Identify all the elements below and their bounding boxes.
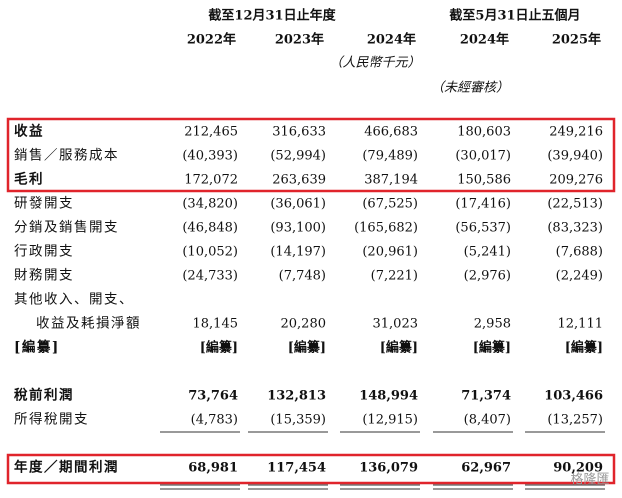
cell-value: 90,209 — [553, 461, 603, 476]
cell-value: 263,639 — [272, 173, 326, 188]
cell-value: (83,323) — [547, 221, 603, 236]
cell-value: (13,257) — [547, 413, 603, 428]
year-header: 2024年 — [460, 32, 509, 48]
cell-value: (34,820) — [182, 197, 238, 212]
cell-value: (8,407) — [464, 413, 511, 428]
year-header: 2024年 — [367, 32, 416, 48]
highlight-box — [6, 453, 616, 485]
cell-value: (56,537) — [455, 221, 511, 236]
row-label: 收益及耗損淨額 — [36, 316, 141, 332]
highlight-box — [6, 117, 616, 193]
cell-value: (22,513) — [547, 197, 603, 212]
cell-value: 31,023 — [373, 317, 419, 332]
cell-value: 172,072 — [184, 173, 238, 188]
cell-value: (17,416) — [455, 197, 511, 212]
cell-value: (67,525) — [362, 197, 418, 212]
cell-value: 150,586 — [457, 173, 511, 188]
row-label: [編纂] — [14, 339, 60, 356]
row-label: 其他收入、開支、 — [14, 292, 134, 308]
cell-value: (2,249) — [556, 269, 603, 284]
cell-value: 132,813 — [267, 389, 326, 404]
cell-value: (20,961) — [362, 245, 418, 260]
cell-value: 316,633 — [272, 125, 326, 140]
cell-value: (10,052) — [182, 245, 238, 260]
cell-value: 180,603 — [457, 125, 511, 140]
year-header: 2023年 — [275, 32, 324, 48]
cell-value: 2,958 — [474, 317, 511, 332]
cell-value: (52,994) — [270, 149, 326, 164]
cell-value: 73,764 — [188, 389, 238, 404]
cell-value: (5,241) — [464, 245, 511, 260]
cell-value: 12,111 — [558, 317, 604, 332]
row-label: 毛利 — [14, 171, 44, 188]
cell-value: 20,280 — [281, 317, 327, 332]
row-label: 財務開支 — [14, 268, 74, 284]
cell-value: (4,783) — [191, 413, 238, 428]
cell-value: (7,688) — [556, 245, 603, 260]
row-label: 分銷及銷售開支 — [14, 220, 119, 236]
cell-value: 249,216 — [549, 125, 603, 140]
cell-value: 103,466 — [544, 389, 603, 404]
cell-value: [編纂] — [565, 340, 603, 356]
cell-value: (46,848) — [182, 221, 238, 236]
cell-value: (36,061) — [270, 197, 326, 212]
row-label: 稅前利潤 — [14, 387, 74, 404]
cell-value: (12,915) — [362, 413, 418, 428]
cell-value: 68,981 — [188, 461, 238, 476]
cell-value: (7,748) — [279, 269, 326, 284]
row-label: 所得稅開支 — [14, 411, 89, 428]
cell-value: (24,733) — [182, 269, 238, 284]
cell-value: 466,683 — [364, 125, 418, 140]
watermark: 格隆匯 — [570, 472, 609, 488]
cell-value: 387,194 — [364, 173, 418, 188]
cell-value: (14,197) — [270, 245, 326, 260]
cell-value: [編纂] — [473, 340, 511, 356]
cell-value: 136,079 — [359, 461, 418, 476]
cell-value: 209,276 — [549, 173, 603, 188]
cell-value: 148,994 — [359, 389, 418, 404]
cell-value: (79,489) — [362, 149, 418, 164]
cell-value: (30,017) — [455, 149, 511, 164]
cell-value: (39,940) — [547, 149, 603, 164]
cell-value: 212,465 — [184, 125, 238, 140]
row-label: 研發開支 — [14, 196, 74, 212]
units-note: （人民幣千元） — [329, 55, 420, 71]
year-header: 2025年 — [552, 32, 601, 48]
cell-value: (15,359) — [270, 413, 326, 428]
row-label: 年度／期間利潤 — [14, 459, 119, 476]
unaudited-note: （未經審核） — [431, 80, 509, 96]
cell-value: 62,967 — [461, 461, 511, 476]
cell-value: (165,682) — [354, 221, 418, 236]
cell-value: (93,100) — [270, 221, 326, 236]
cell-value: 71,374 — [461, 389, 511, 404]
row-label: 銷售／服務成本 — [14, 148, 119, 164]
year-header: 2022年 — [187, 32, 236, 48]
cell-value: [編纂] — [380, 340, 418, 356]
row-label: 行政開支 — [14, 244, 74, 260]
period-group: 截至12月31日止年度 — [208, 8, 336, 24]
cell-value: (2,976) — [464, 269, 511, 284]
row-label: 收益 — [14, 123, 44, 140]
period-group: 截至5月31日止五個月 — [449, 8, 580, 24]
cell-value: (40,393) — [182, 149, 238, 164]
cell-value: (7,221) — [371, 269, 418, 284]
cell-value: [編纂] — [288, 340, 326, 356]
cell-value: 117,454 — [267, 461, 326, 476]
cell-value: 18,145 — [193, 317, 239, 332]
cell-value: [編纂] — [200, 340, 238, 356]
